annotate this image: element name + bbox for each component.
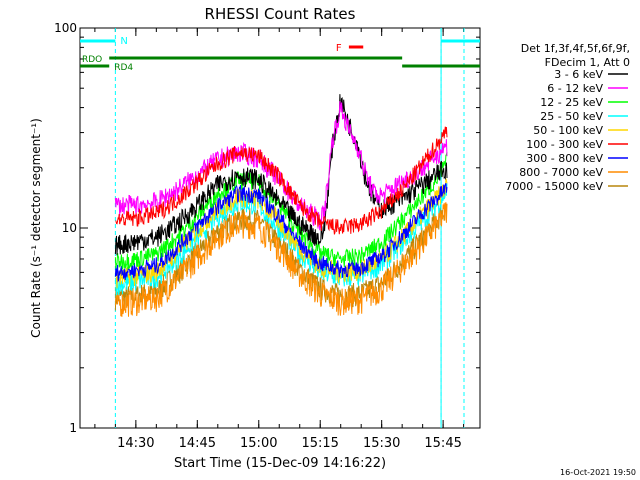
legend-label: 12 - 25 keV xyxy=(540,96,603,109)
x-tick-label: 15:15 xyxy=(301,436,338,451)
legend-label: 300 - 800 keV xyxy=(526,152,603,165)
y-tick-label: 1 xyxy=(69,421,77,435)
legend-label: 800 - 7000 keV xyxy=(519,166,603,179)
series-line xyxy=(114,182,448,283)
flare-label: F xyxy=(336,43,342,54)
y-axis-label: Count Rate (s⁻¹ detector segment⁻¹) xyxy=(29,118,43,338)
series-line xyxy=(114,202,448,317)
x-tick-label: 14:30 xyxy=(117,436,154,451)
x-tick-label: 15:30 xyxy=(363,436,400,451)
legend-title-line-1: Det 1f,3f,4f,5f,6f,9f, xyxy=(521,42,630,55)
x-axis-label: Start Time (15-Dec-09 14:16:22) xyxy=(174,456,386,471)
series-line xyxy=(114,151,448,270)
plot-area: 1 10 100 14:30 14:45 15:00 15:15 15:30 15:45 N F RD… xyxy=(54,21,481,451)
rdo-label: RDO xyxy=(82,55,102,65)
series-line xyxy=(114,94,448,256)
x-tick-label: 14:45 xyxy=(179,436,216,451)
night-label: N xyxy=(120,36,127,47)
legend-label: 3 - 6 keV xyxy=(554,68,603,81)
legend-label: 6 - 12 keV xyxy=(547,82,603,95)
series-line xyxy=(115,126,448,235)
legend-label: 7000 - 15000 keV xyxy=(505,180,603,193)
chart-title: RHESSI Count Rates xyxy=(205,5,356,23)
y-tick-label: 100 xyxy=(54,21,77,35)
legend-label: 100 - 300 keV xyxy=(526,138,603,151)
rd4-label: RD4 xyxy=(114,63,133,73)
legend-label: 50 - 100 keV xyxy=(533,124,603,137)
x-tick-label: 15:45 xyxy=(424,436,461,451)
legend-title-line-2: FDecim 1, Att 0 xyxy=(545,56,630,69)
legend-label: 25 - 50 keV xyxy=(540,110,603,123)
y-tick-label: 10 xyxy=(62,221,77,235)
timestamp-footer: 16-Oct-2021 19:50 xyxy=(560,468,636,477)
x-tick-label: 15:00 xyxy=(240,436,277,451)
